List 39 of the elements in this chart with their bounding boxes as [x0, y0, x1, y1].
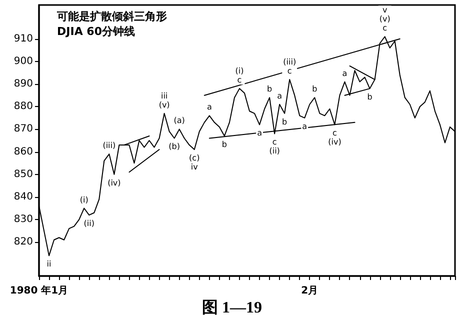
- y-tick-label: 850: [14, 168, 33, 180]
- y-tick-label: 860: [14, 146, 33, 158]
- y-tick-label: 840: [14, 191, 33, 202]
- data-label: a: [302, 122, 308, 131]
- data-label: b: [312, 84, 318, 94]
- data-label: v (v) c: [379, 6, 390, 33]
- data-label: c (iv): [328, 128, 342, 147]
- data-label: a: [277, 91, 282, 100]
- y-tick-label: 880: [14, 101, 33, 112]
- data-label: a: [342, 68, 348, 78]
- y-tick-label: 900: [14, 56, 33, 67]
- data-label: (iv): [108, 178, 121, 188]
- data-label: b: [367, 92, 372, 102]
- data-label: (c) iv: [189, 154, 200, 172]
- x-tick-label: 2月: [301, 286, 318, 296]
- data-label: (ii): [84, 219, 94, 228]
- data-label: a: [257, 128, 262, 138]
- data-label: ii: [46, 260, 52, 269]
- data-label: b: [282, 117, 288, 126]
- data-label: a: [206, 102, 212, 112]
- data-label: iii (v): [158, 91, 170, 110]
- y-tick-label: 910: [14, 33, 33, 44]
- x-tick-label: 1980 年1月: [10, 284, 68, 296]
- data-label: c (ii): [269, 138, 280, 156]
- data-label: (iii) c: [283, 58, 296, 76]
- data-label: (i): [80, 195, 88, 204]
- y-tick-label: 890: [14, 78, 33, 90]
- data-label: b: [267, 84, 272, 94]
- caption: 图 1—19: [202, 300, 262, 316]
- data-label: (i) c: [235, 66, 244, 85]
- data-label: (iii): [102, 141, 116, 150]
- data-label: (a): [174, 116, 185, 126]
- y-tick-label: 870: [14, 124, 33, 135]
- text: DJIA 60分钟线: [57, 25, 135, 38]
- data-label: b: [222, 140, 227, 149]
- data-label: (b): [168, 142, 180, 152]
- text: 可能是扩散倾斜三角形: [56, 10, 167, 23]
- y-tick-label: 820: [14, 236, 33, 248]
- y-tick-label: 830: [14, 214, 33, 226]
